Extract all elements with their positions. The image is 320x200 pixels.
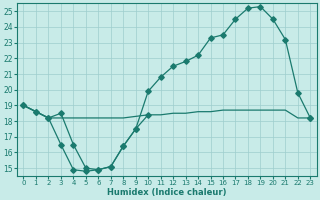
X-axis label: Humidex (Indice chaleur): Humidex (Indice chaleur) <box>107 188 227 197</box>
